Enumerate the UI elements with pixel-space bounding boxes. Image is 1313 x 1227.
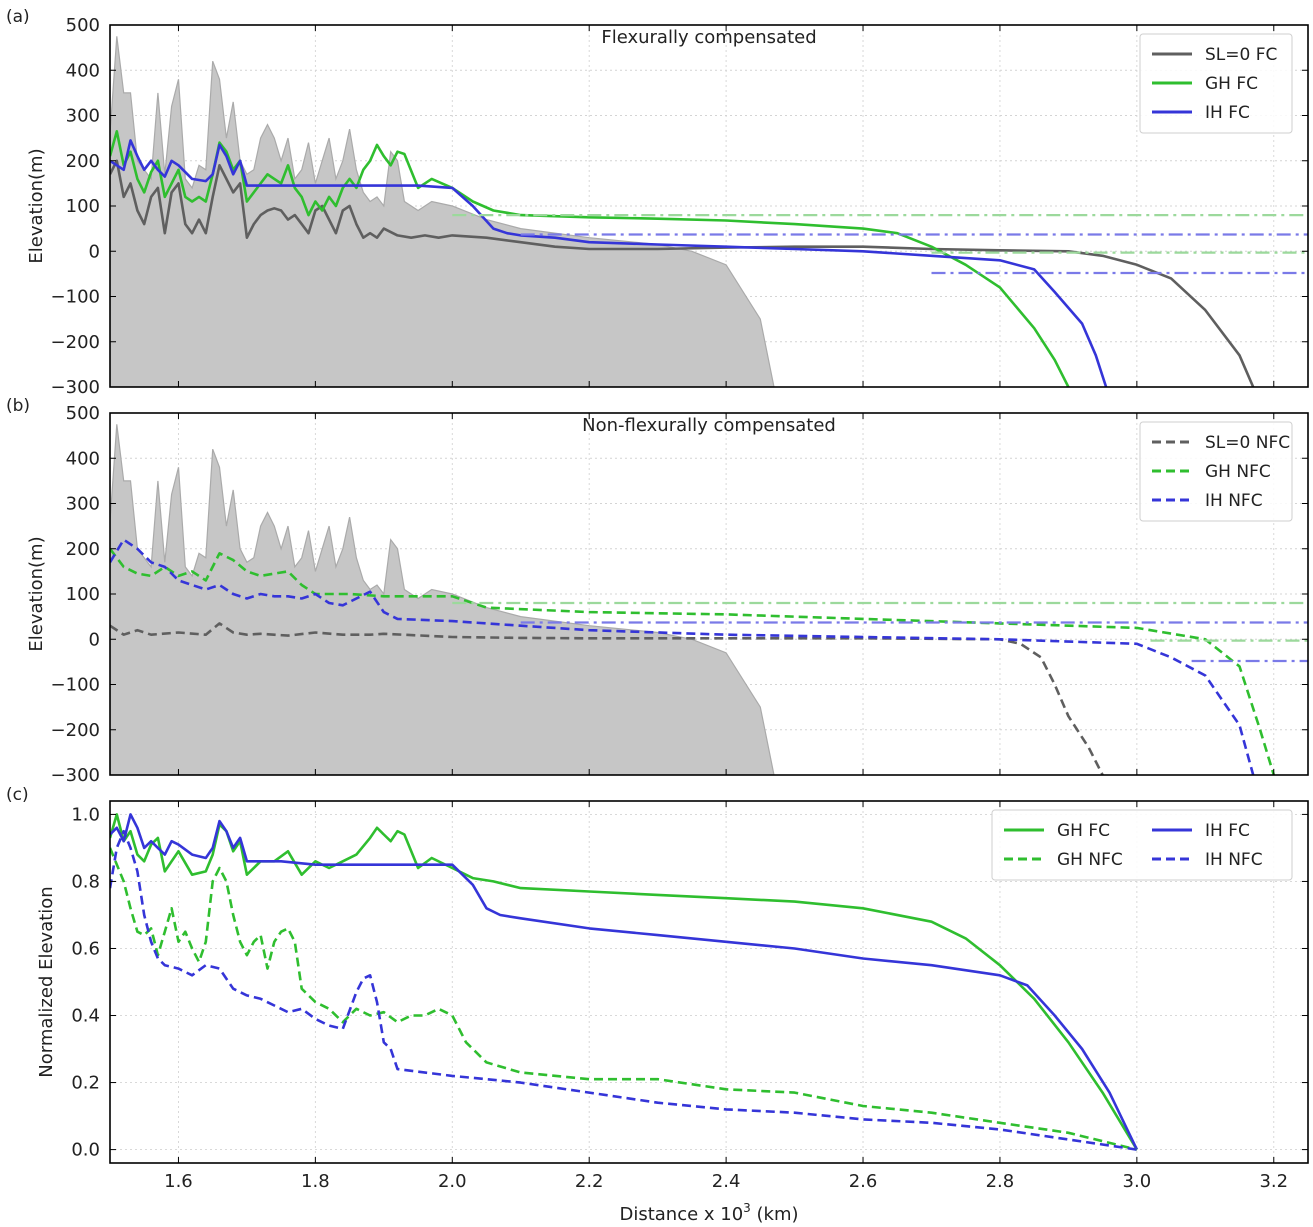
y-tick-label: 0	[89, 629, 100, 650]
x-tick-label: 2.2	[575, 1171, 604, 1192]
legend: SL=0 FC GH FC IH FC	[1139, 33, 1293, 134]
series-sl-0-nfc	[110, 622, 1104, 775]
y-tick-label: −300	[51, 377, 100, 398]
legend-label: IH FC	[1205, 821, 1250, 841]
y-tick-label: 400	[66, 448, 100, 469]
legend-frame	[1139, 33, 1293, 134]
x-tick-label: 3.0	[1123, 1171, 1152, 1192]
x-tick-label: 2.8	[986, 1171, 1015, 1192]
x-tick-label: 3.2	[1259, 1171, 1288, 1192]
series-ih-nfc	[110, 538, 1255, 775]
legend-label: GH FC	[1057, 821, 1110, 841]
y-tick-label: 0.8	[71, 871, 100, 892]
x-axis-label-exponent: 3	[743, 1201, 751, 1215]
y-tick-label: 200	[66, 151, 100, 172]
panel-b: 500 400 300 200 100 0 −100 −200 −300 (b) Non-fle…	[6, 396, 1309, 786]
x-tick-label: 1.6	[164, 1171, 193, 1192]
plot-frame	[109, 800, 1309, 1164]
legend-label: IH FC	[1205, 103, 1250, 123]
legend-label: SL=0 FC	[1205, 45, 1277, 65]
x-axis-label-text: Distance x 10	[619, 1204, 743, 1225]
x-tick-label: 1.8	[301, 1171, 330, 1192]
y-tick-label: −100	[51, 675, 100, 696]
legend-label: GH FC	[1205, 74, 1258, 94]
y-axis-label: Normalized Elevation	[36, 886, 57, 1077]
y-tick-label: 500	[66, 403, 100, 424]
y-tick-label: 300	[66, 106, 100, 127]
panel-a: 500 400 300 200 100 0 −100 −200 −300 (a) Flexura…	[6, 7, 1309, 398]
x-tick-label: 2.6	[849, 1171, 878, 1192]
topography-fill	[110, 36, 775, 387]
legend-frame	[1139, 421, 1293, 522]
plot-frame	[109, 412, 1309, 776]
legend: GH FC IH FC GH NFC IH NFC	[991, 809, 1293, 881]
panel-label: (a)	[6, 7, 30, 27]
legend-label: GH NFC	[1057, 850, 1123, 870]
y-tick-label: 100	[66, 196, 100, 217]
y-tick-label: −200	[51, 720, 100, 741]
y-tick-label: 0.6	[71, 938, 100, 959]
legend-label: SL=0 NFC	[1205, 433, 1290, 453]
y-tick-label: −200	[51, 332, 100, 353]
y-tick-label: 1.0	[71, 804, 100, 825]
x-axis-label: Distance x 103 (km)	[619, 1201, 798, 1225]
y-tick-label: 200	[66, 539, 100, 560]
legend: SL=0 NFC GH NFC IH NFC	[1139, 421, 1293, 522]
panel-c: 1.6 1.8 2.0 2.2 2.4 2.6 2.8 3.0 3.2 1.0 0.8 0.6 0.4 0…	[6, 785, 1309, 1225]
panel-label: (c)	[6, 785, 29, 805]
x-axis-label-unit: (km)	[751, 1204, 799, 1225]
plot-frame	[109, 24, 1309, 388]
y-tick-label: 500	[66, 15, 100, 36]
y-tick-label: 100	[66, 584, 100, 605]
series-ih-fc	[110, 813, 1139, 1151]
legend-label: IH NFC	[1205, 491, 1263, 511]
y-axis-label: Elevation(m)	[26, 148, 47, 263]
y-tick-label: 0.2	[71, 1073, 100, 1094]
series-gh-nfc	[110, 847, 1138, 1151]
panel-title: Flexurally compensated	[601, 27, 816, 48]
y-tick-label: −300	[51, 765, 100, 786]
x-tick-label: 2.4	[712, 1171, 741, 1192]
panel-label: (b)	[6, 396, 30, 416]
y-tick-label: −100	[51, 287, 100, 308]
series-ih-fc	[110, 139, 1108, 387]
series-gh-fc	[110, 130, 1070, 387]
y-tick-label: 400	[66, 60, 100, 81]
y-tick-label: 0.0	[71, 1140, 100, 1161]
legend-label: GH NFC	[1205, 462, 1271, 482]
panel-title: Non-flexurally compensated	[582, 415, 836, 436]
series-ih-nfc	[110, 829, 1138, 1151]
y-tick-label: 0	[89, 241, 100, 262]
legend-label: IH NFC	[1205, 850, 1263, 870]
y-tick-label: 300	[66, 494, 100, 515]
series-gh-fc	[110, 813, 1139, 1151]
legend-frame	[991, 809, 1293, 881]
y-tick-label: 0.4	[71, 1006, 100, 1027]
series-gh-nfc	[110, 548, 1276, 775]
y-axis-label: Elevation(m)	[26, 536, 47, 651]
x-tick-label: 2.0	[438, 1171, 467, 1192]
